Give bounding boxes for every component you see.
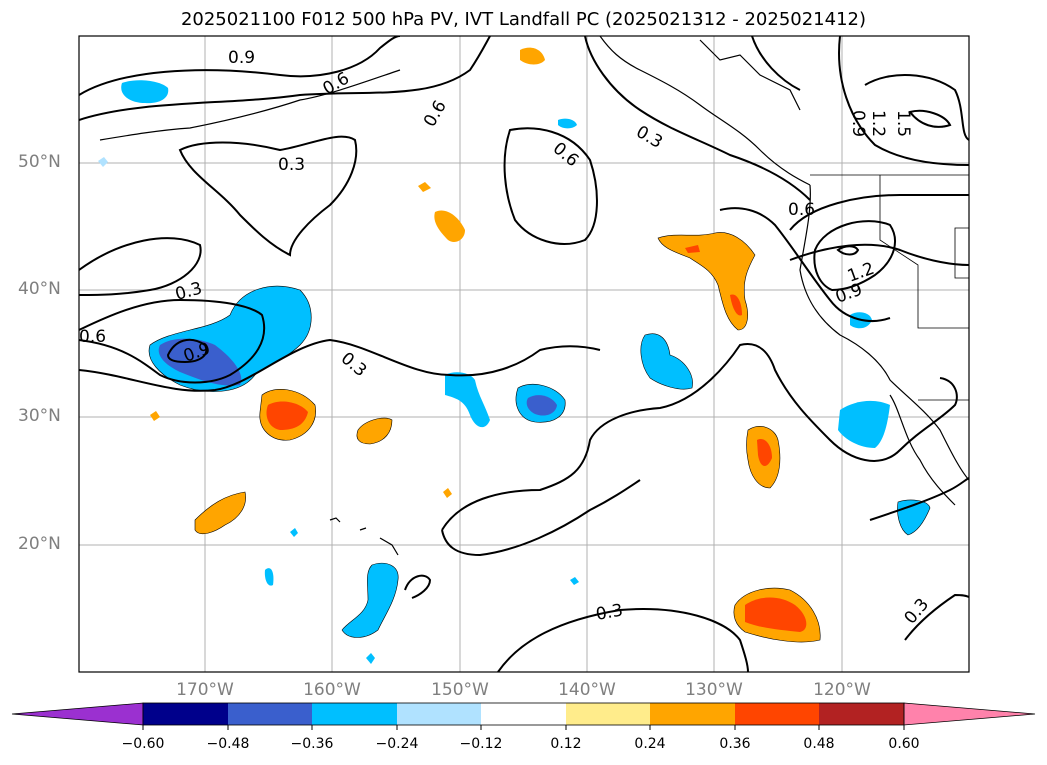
pv-anomaly-positive-ne	[520, 47, 545, 65]
colorbar-tick-label: 0.36	[719, 736, 751, 752]
colorbar	[11, 702, 1036, 730]
contour-label: 0.6	[420, 97, 451, 130]
contour-label: 0.3	[594, 601, 624, 625]
lat-label: 30°N	[18, 406, 61, 426]
pv-anomaly-positive-small	[356, 417, 393, 445]
contour-label: 0.6	[788, 200, 815, 220]
coastlines	[99, 36, 969, 556]
colorbar-tick-label: 0.60	[888, 736, 920, 752]
contour-label: 0.9	[848, 110, 868, 137]
pv-anomaly-negative-central	[445, 372, 490, 428]
map-title: 2025021100 F012 500 hPa PV, IVT Landfall…	[180, 9, 867, 30]
lon-label: 120°W	[813, 680, 871, 700]
colorbar-tick-label: 0.48	[803, 736, 835, 752]
pv-anomaly-positive-california	[657, 232, 756, 331]
negative-pv-regions	[98, 80, 931, 664]
lon-label: 150°W	[431, 680, 489, 700]
pv-contours	[79, 36, 969, 672]
colorbar-extend-low	[11, 702, 144, 726]
contour-label: 0.3	[633, 122, 666, 153]
pv-anomaly-negative-central2-core	[526, 395, 557, 416]
political-boundaries	[810, 174, 969, 401]
colorbar-tick-label: −0.60	[121, 736, 165, 752]
lat-label: 20°N	[18, 534, 61, 554]
pv-anomaly-negative-south	[341, 562, 399, 638]
contour-label: 0.6	[79, 327, 106, 347]
pv-anomaly-positive-north	[434, 210, 465, 242]
pv-anomaly-negative-baja	[838, 400, 890, 448]
lon-label: 140°W	[558, 680, 616, 700]
contour-label: 1.2	[868, 110, 888, 137]
pv-anomaly-positive-west-core	[266, 401, 308, 430]
pv-anomaly-negative-west-core	[158, 338, 242, 386]
map-frame	[78, 35, 970, 673]
pv-anomaly-negative-east	[640, 333, 693, 390]
colorbar-tick-label: −0.12	[459, 736, 503, 752]
lon-label: 160°W	[303, 680, 361, 700]
colorbar-extend-high	[903, 702, 1036, 726]
contour-label: 0.3	[901, 595, 934, 629]
lat-label: 50°N	[18, 152, 61, 172]
lon-label: 130°W	[685, 680, 743, 700]
colorbar-tick-label: −0.36	[290, 736, 334, 752]
pv-anomaly-positive-sw	[194, 491, 246, 535]
contour-label: 0.9	[228, 48, 255, 68]
positive-pv-regions	[150, 47, 821, 643]
contour-label: 0.6	[549, 139, 583, 172]
contour-label: 0.3	[278, 155, 305, 175]
contour-label: 0.3	[337, 349, 371, 382]
colorbar-tick-label: −0.48	[206, 736, 250, 752]
colorbar-tick-label: 0.24	[634, 736, 666, 752]
contour-label: 1.5	[893, 110, 913, 137]
pv-anomaly-negative-nw	[121, 80, 169, 104]
lon-label: 170°W	[176, 680, 234, 700]
colorbar-tick-label: −0.24	[375, 736, 419, 752]
colorbar-tick-label: 0.12	[550, 736, 582, 752]
lat-label: 40°N	[18, 279, 61, 299]
